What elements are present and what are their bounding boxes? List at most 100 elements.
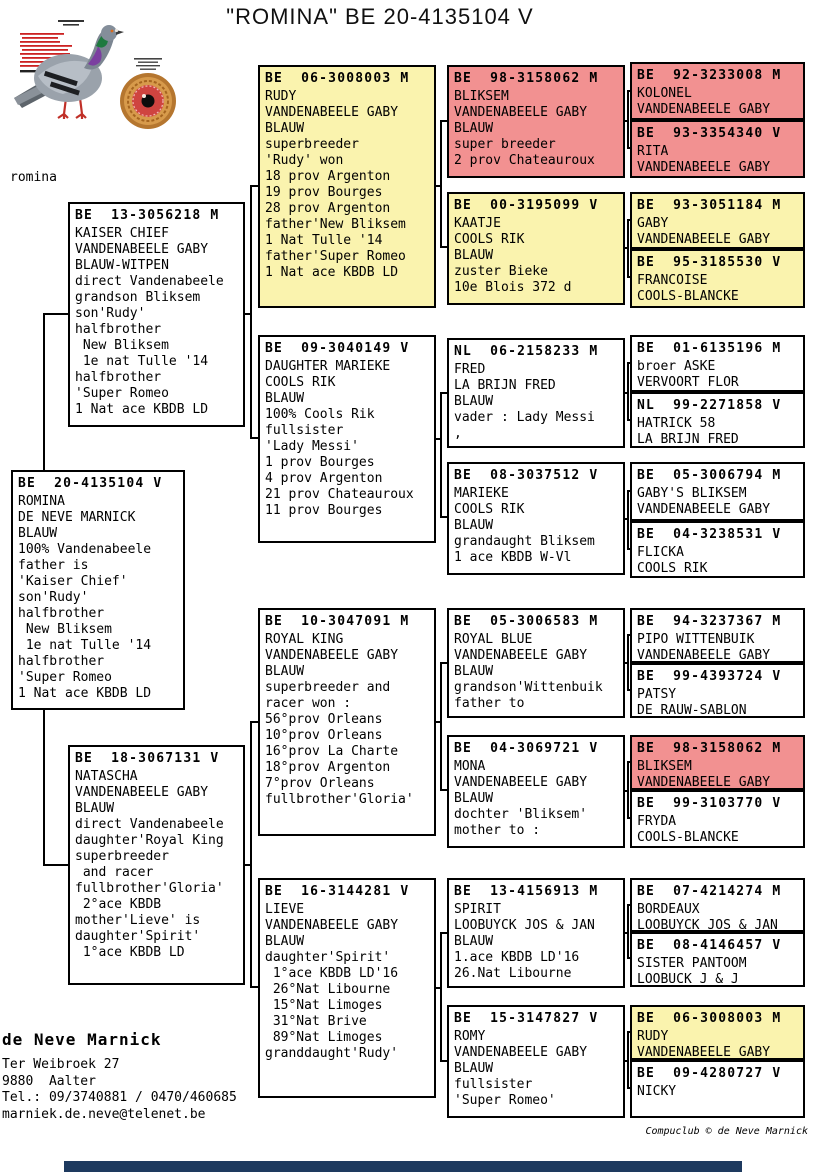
breeder-street: Ter Weibroek 27 [2, 1057, 120, 1072]
pedigree-text-line: 100% Vandenabeele [18, 542, 152, 557]
breeder-info: de Neve Marnick Ter Weibroek 27 9880 Aal… [2, 1030, 237, 1123]
connector-line [625, 790, 628, 792]
pedigree-text-line: halfbrother [75, 322, 162, 337]
pedigree-box-flicka: BE 04-3238531 V FLICKA COOLS RIK [630, 521, 805, 578]
pedigree-text-line: halfbrother [75, 370, 162, 385]
pedigree-text-line: 1 Nat ace KBDB LD [18, 686, 152, 701]
pedigree-text-line: superbreeder [265, 137, 359, 152]
pedigree-text-line: 1 prov Bourges [265, 455, 375, 470]
pedigree-text-line: BLAUW [454, 248, 494, 263]
connector-line [627, 219, 629, 278]
ring-number: BE 98-3158062 M [637, 741, 782, 756]
connector-line [251, 185, 259, 187]
connector-line [245, 864, 251, 866]
ring-number: BE 10-3047091 M [265, 614, 410, 629]
pedigree-text-line: GABY'S BLIKSEM [637, 486, 747, 501]
connector-line [440, 662, 442, 791]
pedigree-text-line: 'Rudy' won [265, 153, 344, 168]
pedigree-text-line: super breeder [454, 137, 556, 152]
pedigree-box-francoise: BE 95-3185530 V FRANCOISE COOLS-BLANCKE [630, 249, 805, 308]
pedigree-text-line: grandson Bliksem [75, 290, 201, 305]
connector-line [627, 634, 629, 691]
pedigree-text-line: LA BRIJN FRED [454, 378, 556, 393]
pedigree-text-line: son'Rudy' [18, 590, 89, 605]
pedigree-box-gabys-bliksem: BE 05-3006794 M GABY'S BLIKSEM VANDENABEEL… [630, 462, 805, 521]
pedigree-text-line: MARIEKE [454, 486, 509, 501]
ring-number: BE 93-3354340 V [637, 126, 782, 141]
connector-line [627, 1031, 629, 1089]
pedigree-box-spirit: BE 13-4156913 M SPIRIT LOOBUYCK JOS & JAN B… [447, 878, 625, 988]
connector-line [245, 313, 251, 315]
ring-number: BE 09-4280727 V [637, 1066, 782, 1081]
pedigree-text-line: VANDENABEELE GABY [454, 1045, 588, 1060]
pedigree-text-line: 15°Nat Limoges [265, 998, 383, 1013]
pedigree-text-line: BLAUW [454, 121, 494, 136]
pedigree-text-line: 56°prov Orleans [265, 712, 383, 727]
pedigree-text-line: BLAUW [265, 934, 305, 949]
pedigree-text-line: direct Vandenabeele [75, 817, 224, 832]
pedigree-text-line: , [454, 426, 462, 441]
pedigree-text-line: 18 prov Argenton [265, 169, 391, 184]
pedigree-text-line: VANDENABEELE GABY [265, 105, 399, 120]
connector-line [441, 120, 448, 122]
connector-line [436, 721, 441, 723]
pedigree-box-kolonel: BE 92-3233008 M KOLONEL VANDENABEELE GABY [630, 62, 805, 120]
pedigree-text-line: 4 prov Argenton [265, 471, 383, 486]
pedigree-text-line: mother to : [454, 823, 541, 838]
pedigree-text-line: daughter'Spirit' [75, 929, 201, 944]
ring-number: NL 99-2271858 V [637, 398, 782, 413]
pedigree-text-line: 2 prov Chateauroux [454, 153, 595, 168]
pedigree-text-line: BLAUW [75, 801, 115, 816]
ring-number: BE 00-3195099 V [454, 198, 599, 213]
pedigree-text-line: VANDENABEELE GABY [637, 775, 771, 790]
connector-line [625, 247, 628, 249]
pedigree-text-line: mother'Lieve' is [75, 913, 201, 928]
connector-line [436, 185, 441, 187]
pedigree-text-line: superbreeder and [265, 680, 391, 695]
connector-line [436, 438, 441, 440]
pedigree-box-lieve: BE 16-3144281 V LIEVE VANDENABEELE GABY BLA… [258, 878, 436, 1098]
ring-number: BE 18-3067131 V [75, 751, 220, 766]
connector-line [625, 1060, 628, 1062]
pedigree-box-romy: BE 15-3147827 V ROMY VANDENABEELE GABY BLAU… [447, 1005, 625, 1118]
ring-number: BE 20-4135104 V [18, 476, 163, 491]
pedigree-box-kaiser-chief: BE 13-3056218 M KAISER CHIEF VANDENABEELE … [68, 202, 245, 427]
pedigree-box-daughter-marieke: BE 09-3040149 V DAUGHTER MARIEKE COOLS RIK… [258, 335, 436, 543]
pedigree-text-line: MONA [454, 759, 486, 774]
pedigree-text-line: BLAUW [454, 1061, 494, 1076]
pedigree-text-line: BLAUW [454, 394, 494, 409]
pedigree-text-line: VANDENABEELE GABY [75, 785, 209, 800]
ring-number: BE 08-3037512 V [454, 468, 599, 483]
pedigree-text-line: LOOBUCK J & J [637, 972, 739, 987]
pedigree-text-line: FLICKA [637, 545, 684, 560]
connector-line [440, 932, 442, 1062]
bottom-bar [64, 1161, 742, 1172]
pedigree-box-broer-aske: BE 01-6135196 M broer ASKE VERVOORT FLOR [630, 335, 805, 392]
pedigree-box-bliksem-2: BE 98-3158062 M BLIKSEM VANDENABEELE GABY [630, 735, 805, 790]
pedigree-text-line: 'Kaiser Chief' [18, 574, 128, 589]
pedigree-text-line: NICKY [637, 1084, 677, 1099]
pedigree-text-line: NATASCHA [75, 769, 138, 784]
pedigree-text-line: VANDENABEELE GABY [637, 232, 771, 247]
pedigree-text-line: BLAUW [454, 791, 494, 806]
connector-line [441, 246, 448, 248]
pedigree-text-line: 'Super Romeo' [454, 1093, 556, 1108]
pedigree-text-line: ROMY [454, 1029, 486, 1044]
pedigree-text-line: daughter'Royal King [75, 833, 224, 848]
breeder-city: 9880 Aalter [2, 1073, 96, 1089]
pedigree-text-line: VANDENABEELE GABY [637, 502, 771, 517]
pedigree-text-line: son'Rudy' [75, 306, 146, 321]
ring-number: BE 01-6135196 M [637, 341, 782, 356]
breeder-phone: Tel.: 09/3740881 / 0470/460685 [2, 1090, 237, 1105]
ring-number: BE 09-3040149 V [265, 341, 410, 356]
pedigree-text-line: dochter 'Bliksem' [454, 807, 588, 822]
pedigree-text-line: BLAUW [454, 934, 494, 949]
pedigree-text-line: 1°ace KBDB LD'16 [265, 966, 399, 981]
pedigree-text-line: father to [454, 696, 525, 711]
pedigree-text-line: BLAUW [454, 664, 494, 679]
connector-line [251, 986, 259, 988]
pedigree-text-line: vader : Lady Messi [454, 410, 595, 425]
pedigree-box-hatrick-58: NL 99-2271858 V HATRICK 58 LA BRIJN FRED [630, 392, 805, 448]
pedigree-text-line: grandson'Wittenbuik [454, 680, 603, 695]
pedigree-text-line: 10°prov Orleans [265, 728, 383, 743]
